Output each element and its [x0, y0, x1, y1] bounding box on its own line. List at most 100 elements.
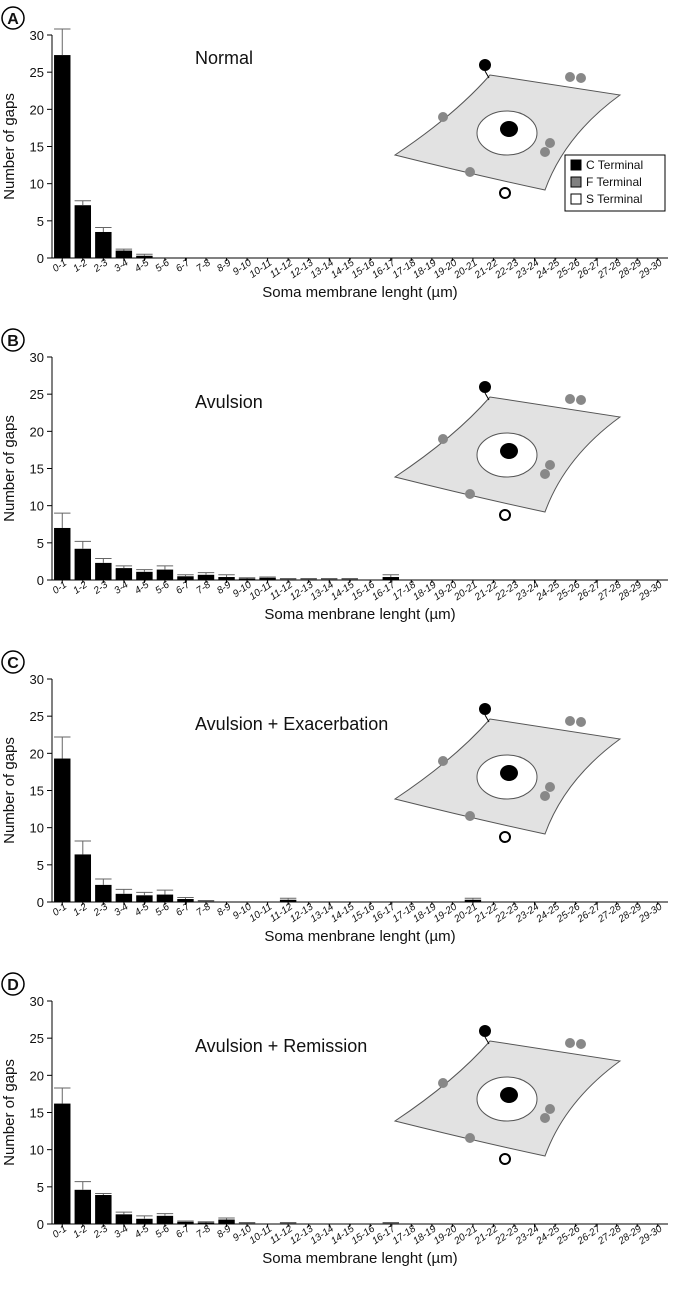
y-tick-label: 10	[30, 821, 44, 836]
panel-badge	[1, 328, 25, 352]
y-tick-label: 15	[30, 462, 44, 477]
y-tick-label: 30	[30, 350, 44, 365]
x-tick-label: 2-3	[91, 1223, 110, 1241]
cell-diagram	[394, 380, 621, 521]
x-tick-label: 4-5	[133, 1223, 152, 1241]
x-tick-label: 4-5	[133, 901, 152, 919]
bar	[238, 1223, 256, 1224]
legend-swatch	[570, 176, 582, 188]
bar	[197, 1222, 215, 1224]
y-tick-label: 20	[30, 102, 44, 117]
error-bar	[279, 1222, 297, 1224]
x-axis-label: Soma menbrane lenght (µm)	[264, 928, 455, 945]
x-tick-label: 6-7	[174, 579, 193, 597]
y-axis-label: Number of gaps	[1, 93, 18, 200]
y-axis-label: Number of gaps	[1, 737, 18, 844]
y-tick-label: 15	[30, 140, 44, 155]
bar	[95, 1195, 112, 1224]
bar	[54, 527, 71, 580]
error-bar	[218, 1217, 235, 1220]
x-tick-label: 8-9	[215, 579, 234, 597]
y-tick-label: 10	[30, 499, 44, 514]
cell-diagram	[394, 1024, 621, 1165]
bar	[177, 1221, 194, 1224]
bar	[279, 899, 297, 902]
error-bar	[177, 897, 194, 900]
x-tick-label: 0-1	[51, 901, 69, 918]
error-bar	[156, 565, 174, 570]
bar	[197, 574, 215, 580]
x-tick-label: 3-4	[112, 257, 131, 275]
legend-box	[564, 154, 666, 212]
y-tick-label: 30	[30, 994, 44, 1009]
bar	[95, 231, 112, 258]
x-tick-label: 5-6	[154, 579, 173, 597]
panel-letter: C	[7, 655, 19, 672]
x-tick-label: 29-30	[636, 901, 664, 926]
error-bar	[320, 578, 338, 580]
x-tick-label: 3-4	[112, 579, 131, 597]
x-tick-label: 0-1	[51, 257, 69, 274]
y-axis-label: Number of gaps	[1, 1059, 18, 1166]
error-bar	[238, 577, 256, 579]
x-tick-label: 7-8	[195, 1223, 214, 1241]
panel-letter: B	[7, 333, 19, 350]
x-tick-label: 8-9	[215, 901, 234, 919]
error-bar	[54, 28, 71, 56]
error-bar	[136, 569, 153, 572]
error-bar	[74, 200, 92, 206]
x-axis-label: Soma membrane lenght (µm)	[262, 284, 457, 301]
x-axis-label: Soma menbrane lenght (µm)	[264, 606, 455, 623]
error-bar	[156, 889, 174, 895]
bar	[54, 758, 71, 902]
x-tick-label: 29-30	[636, 1223, 664, 1248]
y-tick-label: 5	[37, 536, 44, 551]
error-bar	[74, 1181, 92, 1190]
x-tick-label: 7-8	[195, 257, 214, 275]
error-bar	[279, 897, 297, 900]
panel-badge	[1, 650, 25, 674]
y-tick-label: 20	[30, 424, 44, 439]
error-bar	[464, 897, 482, 900]
panel-title: Normal	[195, 48, 253, 68]
y-tick-label: 5	[37, 858, 44, 873]
error-bar	[382, 1222, 400, 1224]
x-tick-label: 5-6	[154, 901, 173, 919]
bar	[156, 894, 174, 902]
y-tick-label: 25	[30, 709, 44, 724]
bar	[464, 899, 482, 902]
panel-title: Avulsion + Remission	[195, 1036, 367, 1056]
error-bar	[197, 900, 215, 902]
x-tick-label: 2-3	[91, 901, 110, 919]
bar	[115, 250, 133, 258]
x-tick-label: 4-5	[133, 257, 152, 275]
x-tick-label: 5-6	[154, 1223, 173, 1241]
panel-letter: A	[7, 11, 19, 28]
bar	[115, 893, 133, 902]
bar	[259, 577, 276, 580]
error-bar	[74, 840, 92, 855]
error-bar	[54, 512, 71, 528]
bar	[279, 1223, 297, 1224]
x-tick-label: 3-4	[112, 901, 131, 919]
error-bar	[341, 578, 358, 580]
bar	[218, 1219, 235, 1224]
y-tick-label: 30	[30, 28, 44, 43]
error-bar	[218, 574, 235, 578]
x-tick-label: 1-2	[71, 579, 90, 597]
error-bar	[95, 1193, 112, 1196]
y-axis-label: Number of gaps	[1, 415, 18, 522]
panel-badge	[1, 972, 25, 996]
bar	[136, 255, 153, 258]
error-bar	[382, 574, 400, 578]
bar	[95, 562, 112, 580]
y-tick-label: 0	[37, 251, 44, 266]
bar	[238, 578, 256, 580]
error-bar	[115, 1211, 133, 1215]
x-tick-label: 6-7	[174, 1223, 193, 1241]
bar	[197, 901, 215, 902]
bar	[54, 1103, 71, 1224]
bar	[300, 579, 317, 580]
bar	[279, 579, 297, 580]
